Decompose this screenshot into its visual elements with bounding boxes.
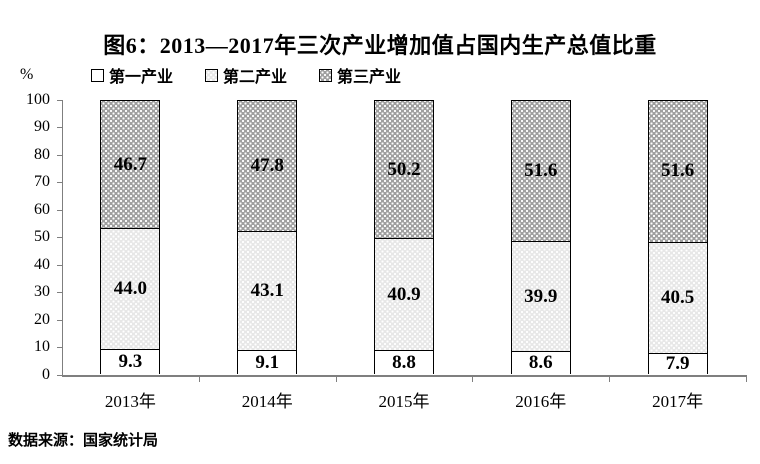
- bar-segment: 51.6: [510, 99, 571, 242]
- x-axis-line: [62, 374, 747, 377]
- y-tick-label: 0: [42, 365, 50, 383]
- legend-label: 第三产业: [337, 69, 402, 86]
- bar-segment: 39.9: [510, 241, 571, 351]
- x-axis-tick: [746, 376, 747, 382]
- bar-segment: 51.6: [647, 100, 708, 242]
- y-tick-label: 70: [34, 173, 50, 191]
- bar-value-label: 9.1: [255, 351, 280, 373]
- bar-segment: 8.6: [510, 350, 571, 375]
- legend-item: 第一产业: [91, 63, 173, 87]
- bar-segment: 46.7: [100, 100, 161, 229]
- y-axis-tick: [57, 292, 62, 294]
- y-axis-tick: [57, 347, 62, 349]
- bar-segment: 47.8: [237, 100, 298, 232]
- bar-value-label: 46.7: [113, 153, 148, 175]
- y-tick-label: 20: [34, 310, 50, 328]
- x-axis-label: 2017年: [652, 391, 704, 411]
- bar-segment: 9.1: [237, 349, 298, 375]
- y-axis-unit-label: %: [20, 66, 34, 83]
- y-axis-line: [62, 100, 63, 375]
- y-axis-tick: [57, 127, 62, 129]
- bar-value-label: 44.0: [113, 278, 148, 300]
- x-axis-tick: [198, 376, 200, 382]
- y-axis-tick: [57, 100, 62, 101]
- y-tick-label: 60: [34, 200, 50, 218]
- bar-value-label: 51.6: [524, 160, 558, 182]
- bar-value-label: 9.3: [118, 351, 143, 373]
- x-axis-label: 2016年: [515, 391, 567, 411]
- bar-segment: 40.9: [374, 238, 434, 351]
- y-axis-tick: [57, 264, 62, 266]
- bar-value-label: 40.5: [660, 286, 695, 308]
- y-tick-label: 50: [34, 228, 50, 246]
- bar-value-label: 51.6: [660, 160, 695, 182]
- bar-segment: 7.9: [647, 352, 708, 375]
- legend-swatch: [319, 68, 333, 82]
- bar-segment: 44.0: [100, 228, 161, 349]
- x-axis-label: 2015年: [378, 391, 430, 411]
- legend-swatch: [91, 68, 104, 82]
- x-axis-tick: [335, 376, 337, 382]
- source-note: 数据来源：国家统计局: [8, 432, 159, 449]
- x-axis-tick: [609, 376, 611, 382]
- bar-value-label: 50.2: [387, 158, 421, 180]
- bar-segment: 50.2: [374, 100, 434, 239]
- y-tick-label: 80: [34, 145, 50, 163]
- y-tick-label: 100: [26, 91, 50, 108]
- bar-segment: 40.5: [647, 241, 708, 353]
- y-axis-tick: [57, 237, 62, 239]
- legend-item: 第三产业: [319, 63, 401, 87]
- bar-value-label: 8.8: [392, 351, 416, 373]
- legend-item: 第二产业: [205, 63, 287, 87]
- x-axis-tick: [472, 376, 474, 382]
- bar-segment: 8.8: [374, 350, 434, 375]
- bar-segment: 43.1: [237, 231, 298, 350]
- bar-value-label: 40.9: [387, 283, 421, 305]
- y-axis-tick: [57, 154, 62, 156]
- y-axis-tick: [57, 374, 62, 376]
- y-axis-tick: [57, 319, 62, 321]
- legend-label: 第一产业: [109, 69, 174, 86]
- legend: 第一产业 第二产业 第三产业: [91, 63, 401, 87]
- bar-value-label: 8.6: [528, 352, 553, 374]
- chart-title: 图6：2013—2017年三次产业增加值占国内生产总值比重: [103, 33, 657, 58]
- y-tick-label: 40: [34, 255, 50, 273]
- bar-value-label: 39.9: [524, 285, 558, 307]
- y-axis-tick: [57, 209, 62, 211]
- y-tick-label: 10: [34, 338, 50, 356]
- bar-value-label: 43.1: [250, 279, 284, 301]
- x-axis-label: 2014年: [241, 391, 293, 411]
- bar-value-label: 47.8: [250, 155, 284, 177]
- x-axis-label: 2013年: [104, 391, 156, 411]
- bar-segment: 9.3: [100, 348, 161, 375]
- bar-value-label: 7.9: [665, 353, 690, 375]
- legend-label: 第二产业: [223, 69, 288, 86]
- legend-swatch: [205, 68, 219, 82]
- y-tick-label: 90: [34, 118, 50, 136]
- y-tick-label: 30: [34, 283, 50, 301]
- y-axis-tick: [57, 182, 62, 184]
